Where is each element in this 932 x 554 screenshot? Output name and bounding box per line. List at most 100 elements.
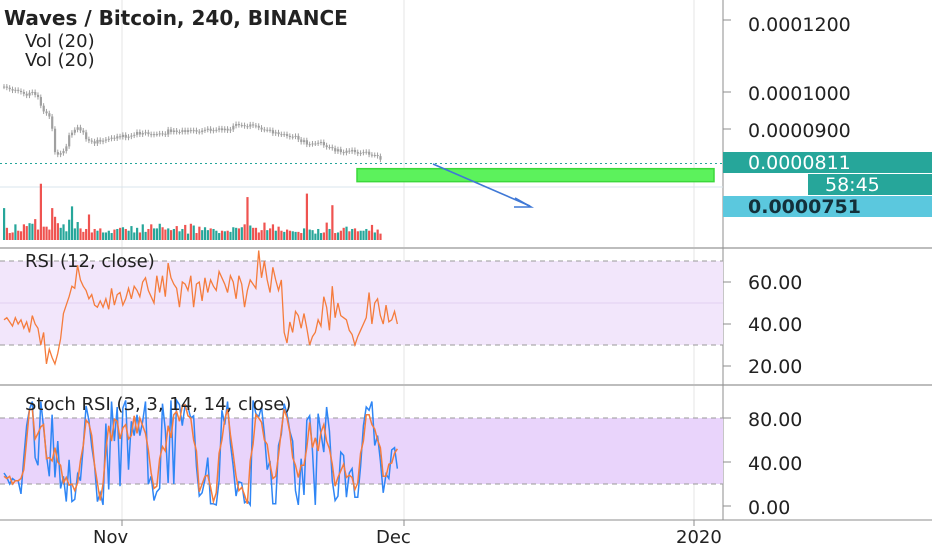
price-candle [212,130,215,132]
price-candle [130,135,133,137]
projection-arrow [432,163,531,207]
volume-bar [119,227,122,240]
volume-bar [249,225,252,240]
volume-bar [17,230,20,240]
volume-bar [334,233,337,240]
price-candle [53,128,57,153]
price-candle [308,144,311,146]
volume-bar [127,230,130,240]
price-candle [175,130,178,132]
volume-bar [34,219,37,240]
volume-bar [158,223,161,240]
volume-bar [87,214,91,240]
price-candle [314,143,317,145]
price-candle [288,135,292,137]
price-candle [203,129,207,131]
target-price-label: 0.0000751 [748,196,861,218]
price-candle [291,136,294,138]
price-candle [209,128,212,131]
volume-bar [144,231,147,240]
price-candle [365,151,368,153]
price-candle [144,132,147,134]
stoch-d-line [3,403,399,505]
price-candle [189,130,192,132]
price-candle [127,136,130,138]
price-candle [356,152,359,154]
price-candle [271,130,275,134]
volume-bar [31,223,34,240]
price-candle [334,148,337,152]
price-candle [133,134,136,136]
price-candle [17,89,20,91]
volume-bar [70,206,74,240]
volume-bar [42,226,45,240]
volume-bar [85,228,88,240]
volume-bar [291,231,294,240]
price-candle [22,92,26,94]
price-candle [93,141,96,144]
volume-bar [22,224,26,240]
price-candle [280,134,283,136]
price-candle [283,134,286,136]
volume-bar [345,226,348,240]
volume-bar [155,228,159,240]
volume-bar [93,228,96,240]
price-candle [85,132,88,140]
volume-bar [237,228,241,240]
volume-bar [308,229,311,240]
volume-bar [223,231,226,240]
volume-bar [36,229,40,240]
volume-bar [62,224,65,240]
price-candle [5,86,9,88]
rsi-line [3,250,399,366]
volume-bar [11,232,14,240]
volume-bar [314,233,317,240]
stoch-axis-tick: 40.00 [748,453,802,475]
price-candle [201,130,204,132]
volume-bar [365,228,368,240]
volume-bar [5,227,9,240]
volume-bar [351,228,354,240]
price-candle [107,138,110,140]
price-candle [82,130,85,133]
price-candle [373,155,376,156]
price-candle [336,149,340,152]
rsi-panel-label: RSI (12, close) [25,251,155,272]
volume-bar [192,225,195,240]
volume-bar [79,228,82,240]
price-candle [79,127,82,131]
price-candle [226,128,229,131]
volume-bar [130,226,133,240]
price-axis-tick: 0.0000900 [748,120,851,142]
rsi-axis-tick: 60.00 [748,272,802,294]
volume-bar [141,224,144,240]
price-candle [269,129,272,131]
price-candle [319,142,323,144]
volume-bar [339,230,342,240]
volume-bar [269,228,272,240]
price-candle [90,140,93,142]
price-candle [243,125,246,127]
volume-bar [169,230,173,240]
volume-bar [25,226,28,240]
volume-bar [252,227,255,240]
volume-bar [59,227,62,240]
price-candle [368,151,371,155]
volume-bar [229,231,232,240]
price-candle [351,149,354,152]
volume-bar [311,230,314,240]
price-candle [277,132,280,135]
volume-bar [325,222,328,240]
stoch-axis-tick: 80.00 [748,409,802,431]
volume-bar [220,230,224,240]
volume-bar [348,231,351,240]
price-candle [76,127,79,130]
volume-bar [356,231,359,240]
price-candle [45,111,48,114]
volume-bar [138,232,142,240]
volume-bar [271,224,275,240]
volume-bar [184,224,187,240]
volume-bar [161,227,164,240]
